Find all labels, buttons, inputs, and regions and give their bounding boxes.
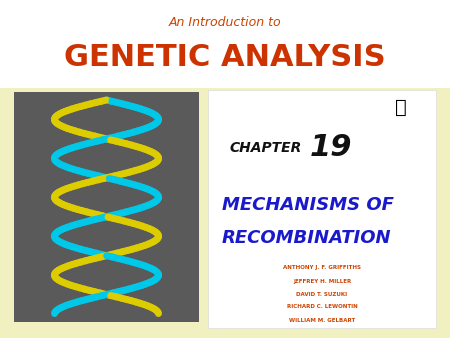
Bar <box>0 0 450 88</box>
Text: ANTHONY J. F. GRIFFITHS: ANTHONY J. F. GRIFFITHS <box>283 266 361 270</box>
Text: 19: 19 <box>310 134 352 163</box>
Text: RICHARD C. LEWONTIN: RICHARD C. LEWONTIN <box>287 305 357 310</box>
Bar <box>208 90 436 328</box>
Bar <box>14 92 199 322</box>
Text: RECOMBINATION: RECOMBINATION <box>222 229 392 247</box>
Text: MECHANISMS OF: MECHANISMS OF <box>222 196 394 214</box>
Text: DAVID T. SUZUKI: DAVID T. SUZUKI <box>297 291 347 296</box>
Text: CHAPTER: CHAPTER <box>230 141 302 155</box>
Text: JEFFREY H. MILLER: JEFFREY H. MILLER <box>293 279 351 284</box>
Text: 🐝: 🐝 <box>395 98 407 117</box>
Text: WILLIAM M. GELBART: WILLIAM M. GELBART <box>289 317 355 322</box>
Text: GENETIC ANALYSIS: GENETIC ANALYSIS <box>64 44 386 72</box>
Text: An Introduction to: An Introduction to <box>169 16 281 28</box>
